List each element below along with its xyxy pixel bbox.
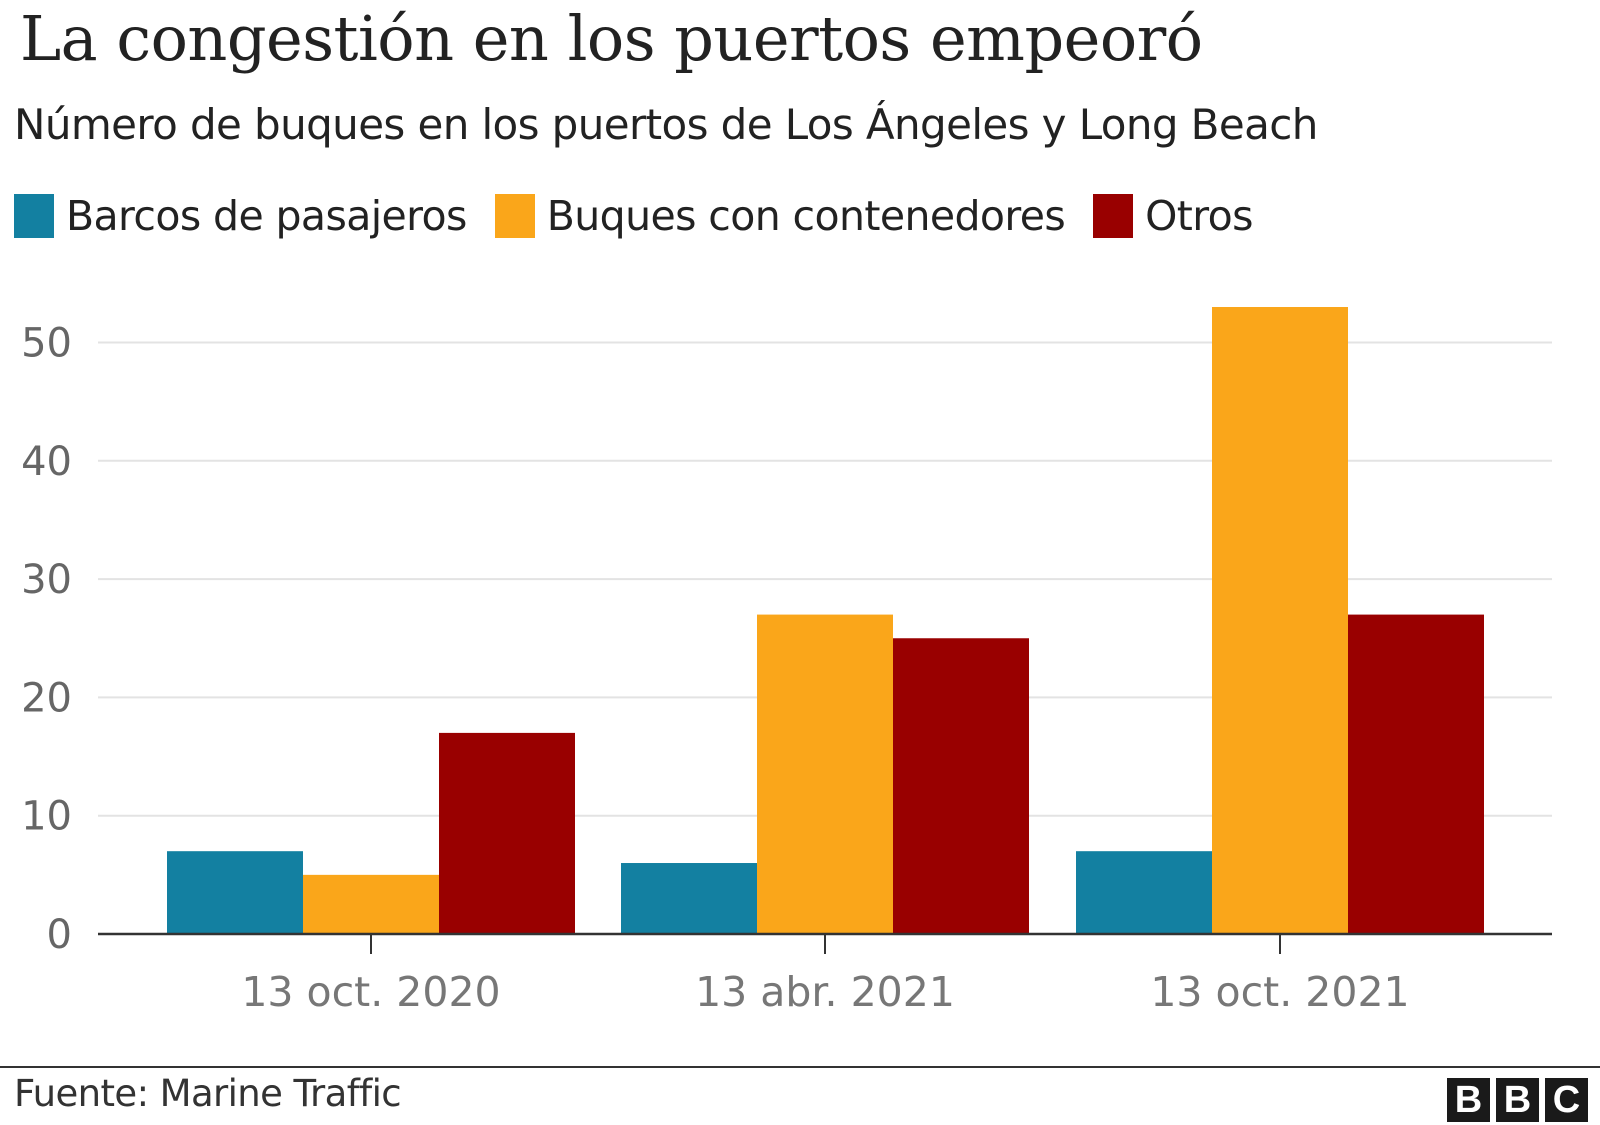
- bar: [893, 638, 1029, 934]
- bars: [167, 307, 1484, 934]
- y-tick-label: 10: [21, 794, 72, 840]
- bar: [439, 732, 575, 934]
- source-note: Fuente: Marine Traffic: [14, 1072, 402, 1115]
- y-axis-ticks: 0 10 20 30 40 50: [21, 321, 72, 959]
- bar: [167, 851, 303, 934]
- chart-title: La congestión en los puertos empeoró: [20, 2, 1203, 75]
- legend-swatch: [14, 194, 54, 238]
- legend-label: Otros: [1145, 192, 1253, 240]
- bar: [1212, 307, 1348, 934]
- legend-item-container: Buques con contenedores: [494, 192, 1066, 240]
- legend-item-passenger: Barcos de pasajeros: [14, 192, 467, 240]
- x-axis-ticks: 13 oct. 2020 13 abr. 2021 13 oct. 2021: [241, 934, 1410, 1016]
- legend-label: Barcos de pasajeros: [66, 192, 467, 240]
- legend-item-other: Otros: [1093, 192, 1253, 240]
- bbc-logo-letter: C: [1545, 1078, 1588, 1122]
- bbc-logo-letter: B: [1447, 1078, 1490, 1122]
- x-tick-label: 13 abr. 2021: [695, 968, 955, 1016]
- y-tick-label: 20: [21, 675, 72, 721]
- legend-label: Buques con contenedores: [546, 192, 1066, 240]
- bar: [1348, 614, 1484, 934]
- bbc-logo: B B C: [1441, 1078, 1588, 1122]
- bbc-logo-letter: B: [1496, 1078, 1539, 1122]
- bar: [303, 874, 439, 934]
- chart-subtitle: Número de buques en los puertos de Los Á…: [14, 100, 1318, 149]
- bar: [757, 614, 893, 934]
- legend-swatch: [1093, 194, 1134, 238]
- x-tick-label: 13 oct. 2020: [241, 968, 500, 1016]
- y-tick-label: 40: [21, 439, 72, 485]
- legend: Barcos de pasajeros Buques con contenedo…: [14, 192, 1281, 240]
- bar: [621, 863, 757, 934]
- y-tick-label: 50: [21, 321, 72, 367]
- footer-divider: [0, 1066, 1600, 1068]
- y-tick-label: 0: [47, 912, 72, 958]
- x-tick-label: 13 oct. 2021: [1150, 968, 1409, 1016]
- bar: [1076, 851, 1212, 934]
- y-tick-label: 30: [21, 557, 72, 603]
- legend-swatch: [494, 194, 535, 238]
